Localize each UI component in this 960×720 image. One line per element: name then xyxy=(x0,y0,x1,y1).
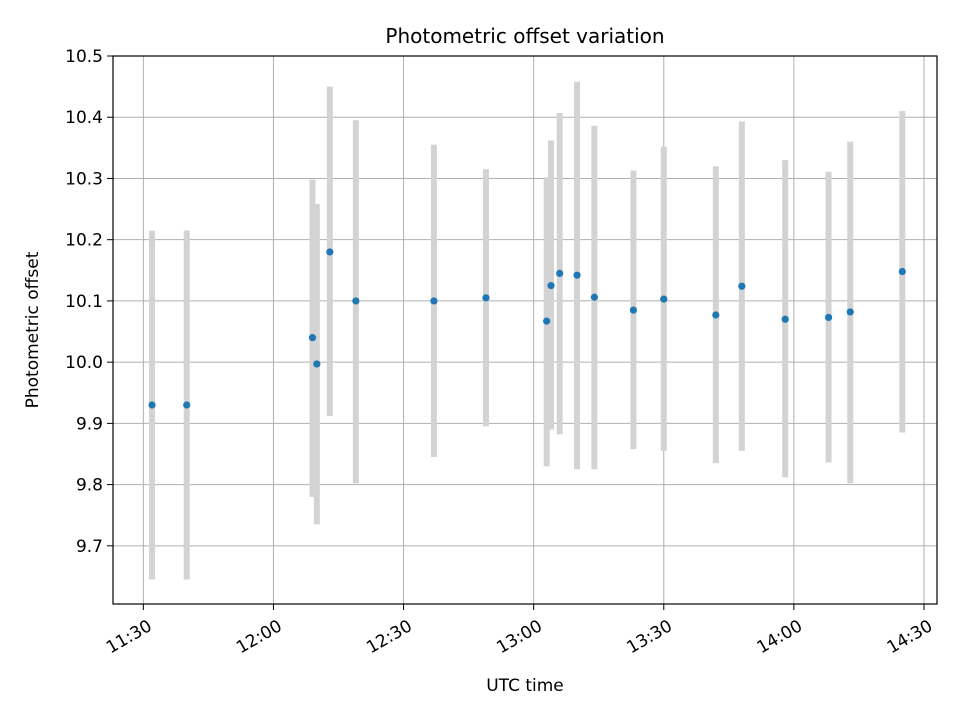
y-tick-label: 10.2 xyxy=(65,231,103,251)
data-point xyxy=(352,297,360,305)
data-point xyxy=(781,315,789,323)
x-tick-label: 13:30 xyxy=(623,616,675,658)
grid-lines xyxy=(113,55,937,604)
x-tick-label: 14:30 xyxy=(884,616,936,658)
data-point xyxy=(738,282,746,290)
y-tick-label: 10.0 xyxy=(65,353,103,373)
y-tick-label: 10.3 xyxy=(65,169,103,189)
data-point xyxy=(543,317,551,325)
data-point xyxy=(547,282,555,290)
data-point xyxy=(846,308,854,316)
data-point xyxy=(712,311,720,319)
data-point xyxy=(326,248,334,256)
data-point xyxy=(308,334,317,342)
y-tick-label: 9.8 xyxy=(76,476,103,496)
x-tick-label: 12:30 xyxy=(363,616,415,658)
data-point xyxy=(629,306,638,314)
data-point xyxy=(482,294,490,302)
y-tick-label: 9.9 xyxy=(76,414,103,434)
chart-title: Photometric offset variation xyxy=(385,24,664,48)
data-point xyxy=(148,401,156,409)
y-tick-label: 10.5 xyxy=(65,47,103,67)
x-axis: 11:30 12:00 12:30 13:00 13:30 14:00 14:30 xyxy=(103,604,936,658)
y-axis-label: Photometric offset xyxy=(23,251,43,408)
x-tick-label: 14:00 xyxy=(754,616,806,658)
data-point xyxy=(183,401,191,409)
x-tick-label: 11:30 xyxy=(103,616,155,658)
y-tick-label: 9.7 xyxy=(76,537,103,557)
data-points xyxy=(148,248,906,409)
data-point xyxy=(898,267,906,276)
data-point xyxy=(590,293,598,301)
data-point xyxy=(430,297,438,305)
y-tick-label: 10.1 xyxy=(65,292,103,312)
data-point xyxy=(660,295,668,303)
x-axis-label: UTC time xyxy=(486,676,564,696)
data-point xyxy=(313,360,321,368)
x-tick-label: 13:00 xyxy=(493,616,545,658)
plot-frame xyxy=(112,55,938,605)
data-point xyxy=(824,313,833,322)
data-point xyxy=(573,271,581,279)
data-point xyxy=(556,269,564,277)
x-tick-label: 12:00 xyxy=(233,616,285,658)
y-tick-label: 10.4 xyxy=(65,108,103,128)
error-bars xyxy=(149,81,906,580)
y-axis: 9.7 9.8 9.9 10.0 10.1 10.2 10.3 10.4 10.5 xyxy=(65,47,113,557)
